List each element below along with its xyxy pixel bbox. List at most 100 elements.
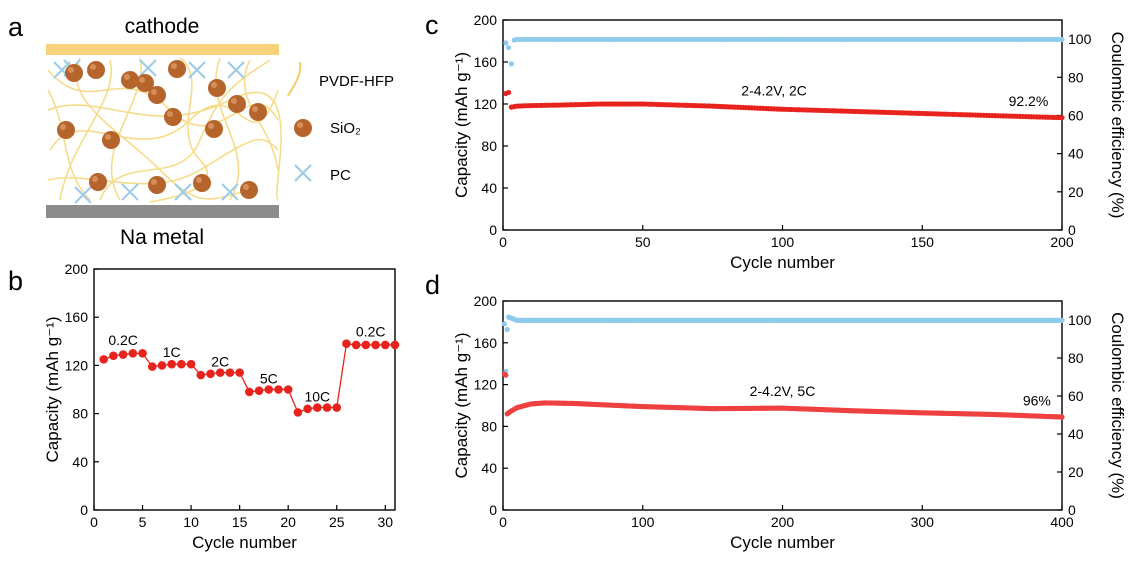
cross-icon [294, 164, 312, 182]
x-tick-label: 150 [911, 234, 935, 250]
chart-annotation: 96% [1023, 393, 1051, 409]
sio2-sphere [148, 86, 166, 104]
data-point [186, 359, 196, 369]
x-tick-label: 0 [499, 514, 507, 530]
pc-cross [139, 59, 157, 77]
data-point [274, 385, 283, 394]
x-tick-label: 20 [280, 514, 296, 530]
x-tick-label: 300 [911, 514, 935, 530]
data-point [245, 387, 254, 397]
panel-c-letter: c [425, 10, 439, 40]
capacity-point [503, 372, 509, 378]
sio2-sphere [87, 61, 105, 79]
y2-tick-label: 20 [1068, 464, 1084, 480]
y-tick-label: 160 [474, 335, 498, 351]
x-tick-label: 400 [1050, 514, 1074, 530]
rate-label: 1C [163, 344, 181, 360]
y2-tick-label: 40 [1068, 146, 1084, 162]
panel-a-letter: a [8, 12, 24, 42]
data-point [235, 368, 244, 377]
y-tick-label: 120 [65, 357, 89, 373]
data-point [332, 403, 342, 412]
x-tick-label: 100 [771, 234, 795, 250]
y2-tick-label: 100 [1068, 312, 1092, 328]
y2-tick-label: 0 [1068, 222, 1076, 238]
legend-label-pc: PC [330, 167, 351, 184]
data-point [351, 340, 361, 350]
efficiency-point [503, 40, 509, 46]
chart-annotation: 2-4.2V, 2C [741, 83, 807, 99]
efficiency-series [503, 36, 1065, 67]
y-tick-label: 160 [474, 54, 498, 70]
electrolyte-layer [47, 57, 282, 204]
y-tick-label: 80 [72, 406, 88, 422]
pvdf-fiber [215, 57, 240, 201]
y-tick-label: 0 [489, 502, 497, 518]
y-tick-label: 40 [481, 180, 497, 196]
y-tick-label: 80 [481, 138, 497, 154]
rate-label: 5C [260, 370, 278, 386]
x-tick-label: 15 [232, 514, 248, 530]
data-point [390, 340, 400, 350]
y-tick-label: 80 [481, 418, 497, 434]
data-point [322, 403, 332, 412]
x-tick-label: 10 [183, 514, 199, 530]
series-line [103, 342, 395, 414]
sio2-sphere [205, 120, 223, 138]
y2-axis-title: Coulombic efficiency (%) [1108, 32, 1127, 219]
efficiency-point [505, 45, 512, 51]
data-point [206, 369, 215, 379]
pvdf-fiber [149, 57, 209, 203]
capacity-point [505, 89, 512, 96]
sio2-sphere [121, 71, 139, 89]
legend-label-pvdf-hfp: PVDF-HFP [319, 73, 394, 90]
sio2-sphere [228, 95, 246, 113]
capacity-series [501, 371, 1065, 420]
efficiency-series [501, 314, 1065, 374]
sio2-sphere [65, 64, 83, 82]
rate-capability-chart: 0 5 10 15 20 25 30 0 40 80 120 160 200 Cycle number Ca… [43, 261, 400, 552]
data-point [225, 368, 235, 377]
capacity-series [503, 89, 1065, 121]
x-tick-label: 5 [139, 514, 147, 530]
rate-label: 0.2C [108, 332, 138, 348]
y-axis-title: Capacity (mAh g⁻¹) [452, 52, 471, 198]
plot-frame [502, 19, 1063, 231]
y2-tick-label: 60 [1068, 388, 1084, 404]
y-tick-label: 120 [474, 377, 498, 393]
data-point [177, 359, 186, 369]
x-tick-label: 0 [499, 234, 507, 250]
x-tick-label: 200 [1050, 234, 1074, 250]
panel-b-letter: b [8, 266, 23, 296]
y2-tick-label: 80 [1068, 69, 1084, 85]
panel-d-letter: d [425, 270, 440, 300]
data-point [118, 350, 128, 359]
sio2-sphere [89, 173, 107, 191]
rate-label: 10C [304, 389, 330, 405]
y-tick-label: 160 [65, 309, 89, 325]
pc-cross [74, 186, 92, 204]
pc-cross [188, 61, 206, 79]
data-point [264, 385, 274, 394]
data-point [254, 386, 264, 396]
pvdf-fiber [47, 138, 279, 185]
pc-cross [221, 183, 239, 201]
data-point [147, 362, 157, 371]
x-tick-label: 50 [635, 234, 651, 250]
data-point [313, 403, 322, 412]
sio2-sphere [102, 131, 120, 149]
data-point [99, 355, 109, 364]
pc-cross [227, 61, 245, 79]
y2-tick-label: 40 [1068, 426, 1084, 442]
efficiency-point [504, 326, 510, 333]
y2-tick-label: 60 [1068, 107, 1084, 123]
pvdf-fiber [75, 57, 251, 200]
data-point [342, 339, 351, 349]
pvdf-fiber [59, 59, 113, 201]
data-point [128, 349, 138, 358]
y2-tick-label: 20 [1068, 184, 1084, 200]
efficiency-point [508, 61, 514, 67]
data-point [215, 368, 225, 377]
